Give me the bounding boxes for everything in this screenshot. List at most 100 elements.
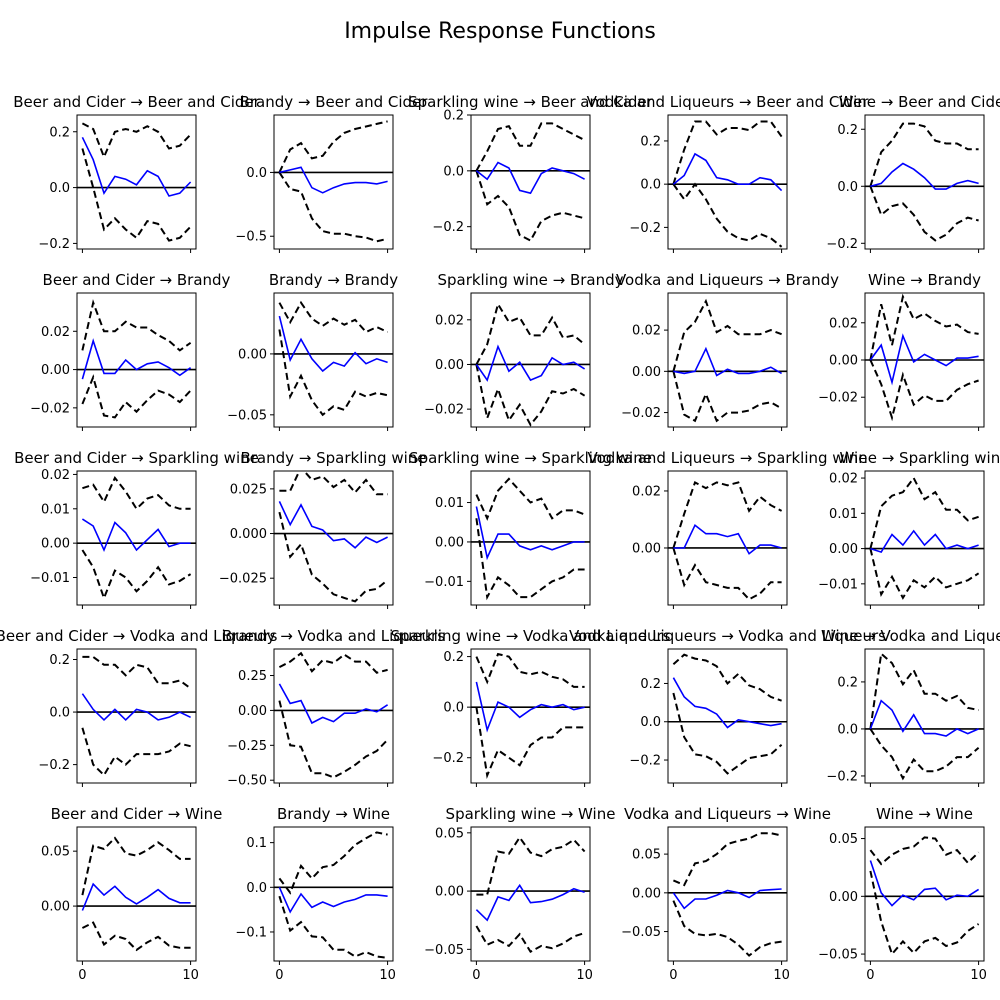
upper-ci-line — [476, 835, 586, 896]
figure-title: Impulse Response Functions — [344, 19, 656, 44]
x-tick-label: 10 — [576, 968, 593, 983]
panel-title: Brandy → Vodka and Liqueurs — [222, 627, 445, 645]
panel-frame — [76, 648, 197, 784]
y-tick-label: −0.2 — [432, 220, 464, 235]
panel-frame — [76, 114, 197, 250]
irf-panel: Beer and Cider → Beer and Cider −0.2 0.0 0.… — [13, 93, 261, 253]
panel-frame — [470, 648, 591, 784]
irf-panel: Brandy → Sparkling wine −0.025 0.000 0.025 — [219, 449, 427, 609]
irf-panel: Sparkling wine → Sparkling wine −0.01 0.00… — [409, 449, 652, 609]
irf-panel: Beer and Cider → Brandy −0.02 0.00 0.02 — [30, 271, 231, 431]
irf-line — [672, 152, 783, 192]
y-tick-label: 0.0 — [246, 166, 267, 181]
y-tick-label: 0.00 — [435, 535, 464, 550]
upper-ci-line — [475, 477, 585, 521]
upper-ci-line — [672, 653, 782, 702]
lower-ci-line — [81, 921, 191, 952]
upper-ci-line — [278, 651, 388, 674]
y-tick-label: 0.02 — [41, 468, 70, 483]
irf-panel: Vodka and Liqueurs → Vodka and Liqueurs −… — [569, 627, 886, 787]
upper-ci-line — [672, 298, 782, 372]
y-tick-label: 0.0 — [246, 881, 267, 896]
y-tick-label: 0.00 — [632, 365, 661, 380]
upper-ci-line — [278, 831, 388, 895]
lower-ci-line — [278, 895, 388, 959]
panel-frame — [76, 292, 197, 428]
y-tick-label: 0.02 — [632, 324, 661, 339]
x-tick-label: 10 — [773, 968, 790, 983]
panel-frame — [864, 470, 985, 606]
y-tick-label: 0.02 — [829, 316, 858, 331]
irf-line — [673, 346, 782, 377]
upper-ci-line — [672, 480, 783, 549]
y-tick-label: 0.2 — [837, 675, 858, 690]
irf-line — [278, 501, 388, 549]
irf-panel: Vodka and Liqueurs → Sparkling wine 0.00 0… — [588, 449, 867, 609]
panel-title: Brandy → Sparkling wine — [240, 449, 426, 467]
y-tick-label: 0.02 — [41, 325, 70, 340]
y-tick-label: −0.02 — [30, 401, 70, 416]
panel-title: Brandy → Beer and Cider — [240, 93, 429, 111]
irf-panel: Sparkling wine → Vodka and Liqueurs −0.2 0… — [391, 627, 671, 787]
upper-ci-line — [869, 122, 979, 187]
panel-frame — [76, 826, 197, 962]
panel-frame — [667, 826, 788, 962]
panel-plot-area — [668, 120, 787, 248]
upper-ci-line — [279, 471, 388, 496]
lower-ci-line — [81, 148, 192, 242]
irf-line — [475, 344, 586, 382]
panel-frame — [864, 114, 985, 250]
irf-line — [475, 161, 585, 195]
lower-ci-line — [869, 548, 980, 600]
y-tick-label: 0.00 — [435, 358, 464, 373]
y-tick-label: 0.00 — [829, 354, 858, 369]
y-tick-label: 0.0 — [640, 715, 661, 730]
panel-plot-area — [77, 836, 196, 952]
irf-panel: Vodka and Liqueurs → Wine −0.05 0.00 0.05 0 1… — [621, 805, 831, 983]
panel-title: Vodka and Liqueurs → Beer and Cider — [587, 93, 870, 111]
panel-frame — [470, 292, 591, 428]
upper-ci-line — [673, 832, 782, 887]
irf-line — [81, 518, 191, 553]
y-tick-label: −0.50 — [227, 774, 267, 789]
upper-ci-line — [869, 836, 980, 866]
irf-line — [278, 886, 388, 914]
upper-ci-line — [81, 836, 191, 896]
upper-ci-line — [869, 651, 979, 730]
irf-line — [870, 529, 979, 554]
y-tick-label: 0.00 — [632, 541, 661, 556]
panel-title: Sparkling wine → Sparkling wine — [409, 449, 652, 467]
upper-ci-line — [475, 301, 586, 365]
upper-ci-line — [81, 299, 192, 352]
y-tick-label: 0.05 — [829, 832, 858, 847]
irf-line — [672, 888, 782, 910]
irf-panel: Beer and Cider → Wine 0.00 0.05 0 10 — [41, 805, 222, 983]
panel-plot-area — [471, 835, 590, 954]
irf-panel: Beer and Cider → Sparkling wine −0.01 0.00… — [14, 449, 259, 609]
panel-title: Beer and Cider → Vodka and Liqueurs — [0, 627, 278, 645]
y-tick-label: 0.1 — [246, 836, 267, 851]
panel-frame — [864, 826, 985, 962]
irf-panel: Beer and Cider → Vodka and Liqueurs −0.2 0… — [0, 627, 278, 787]
y-tick-label: −0.2 — [629, 754, 661, 769]
upper-ci-line — [82, 655, 192, 690]
irf-panel: Sparkling wine → Beer and Cider −0.2 0.0 0.… — [408, 93, 654, 253]
upper-ci-line — [82, 475, 191, 511]
irf-line — [672, 677, 782, 729]
irf-panel: Sparkling wine → Brandy −0.02 0.00 0.02 — [424, 271, 624, 431]
panel-frame — [76, 470, 197, 606]
panel-plot-area — [274, 300, 393, 417]
x-tick-label: 10 — [970, 968, 987, 983]
upper-ci-line — [278, 300, 389, 334]
lower-ci-line — [672, 900, 782, 957]
lower-ci-line — [475, 518, 585, 601]
y-tick-label: 0.01 — [41, 502, 70, 517]
irf-line — [475, 681, 585, 733]
panel-plot-area — [77, 475, 196, 601]
irf-line — [869, 333, 979, 386]
lower-ci-line — [475, 364, 586, 427]
upper-ci-line — [869, 476, 979, 549]
y-tick-label: −0.2 — [826, 237, 858, 252]
panel-frame — [273, 470, 394, 606]
